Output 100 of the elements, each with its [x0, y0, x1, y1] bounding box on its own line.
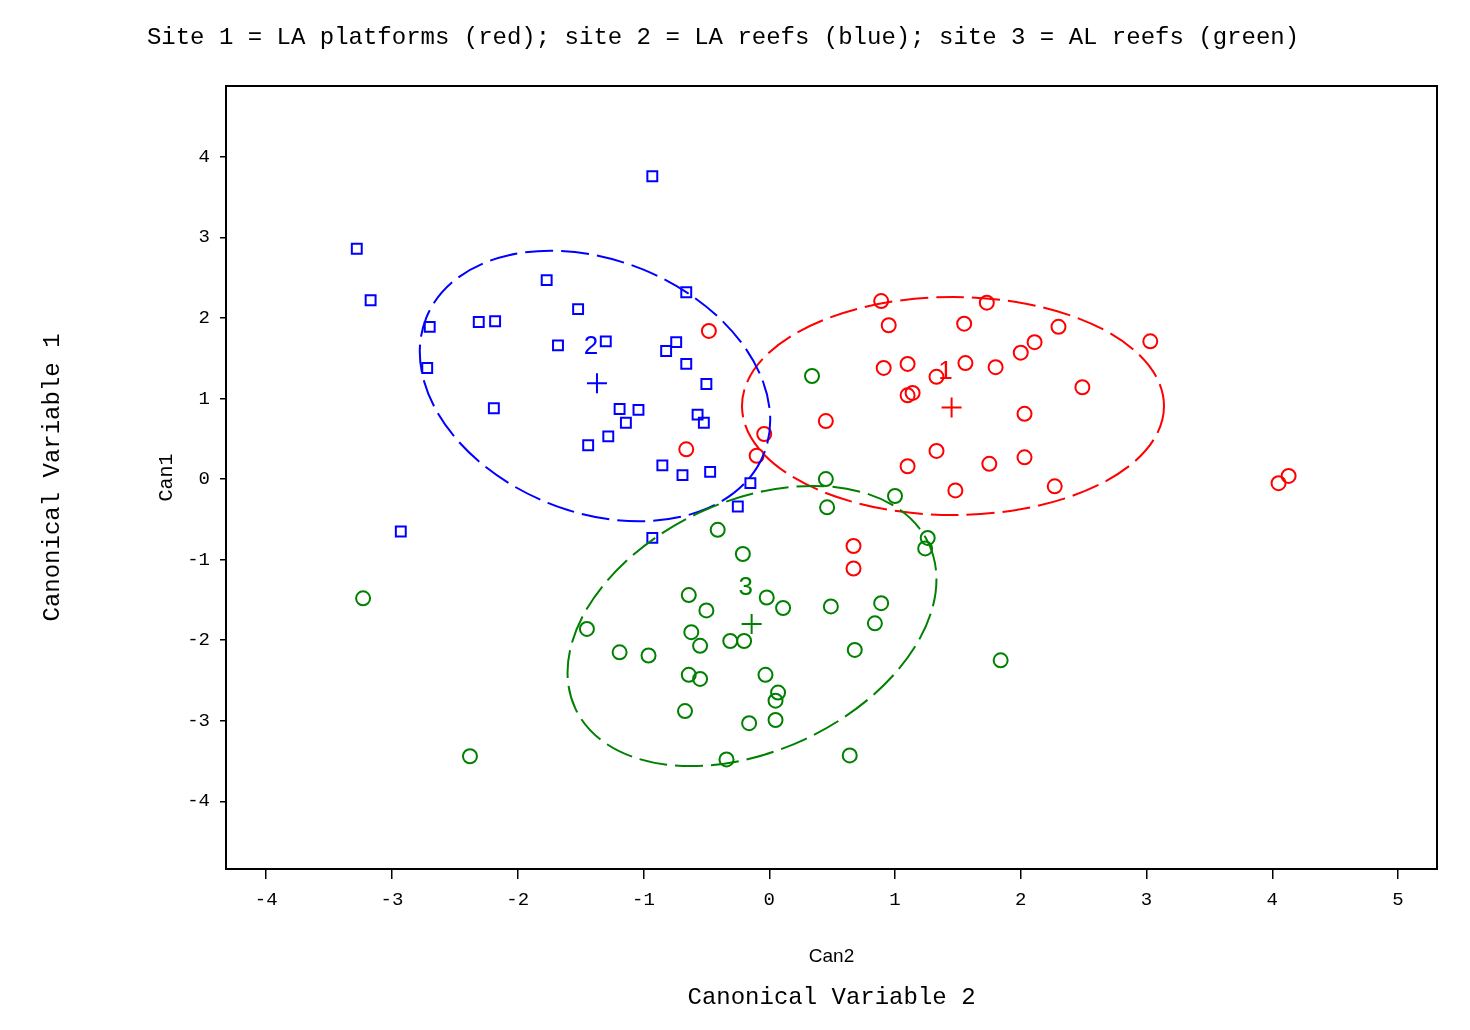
- x-tick-label: 0: [763, 889, 775, 912]
- point: [1016, 405, 1033, 422]
- point: [578, 620, 595, 637]
- x-tick-label: -3: [380, 889, 404, 912]
- point: [472, 316, 485, 328]
- point: [957, 355, 974, 372]
- point: [599, 335, 612, 348]
- series-label: 3: [738, 571, 753, 602]
- point: [1074, 379, 1091, 396]
- point: [697, 416, 710, 429]
- point: [691, 408, 704, 421]
- point: [817, 471, 834, 488]
- y-tick-label: -2: [187, 629, 210, 652]
- point: [899, 355, 916, 372]
- y-tick-label: 1: [198, 387, 210, 410]
- chart-title: Site 1 = LA platforms (red); site 2 = LA reefs (blue); site 3 = AL reefs (green): [146, 24, 1300, 52]
- point: [692, 670, 709, 687]
- point: [1280, 467, 1297, 484]
- series-label: 2: [583, 330, 599, 361]
- point: [602, 430, 615, 443]
- text: Canonical Variable 1: [39, 333, 67, 622]
- point: [704, 465, 717, 478]
- point: [919, 529, 936, 546]
- point: [819, 499, 836, 516]
- point: [756, 426, 773, 442]
- text: Canonical Variable 2: [687, 984, 976, 1012]
- series-label: 1: [938, 354, 953, 385]
- point: [692, 637, 709, 654]
- point: [646, 531, 659, 544]
- x-tick-label: 3: [1140, 889, 1153, 912]
- point: [656, 459, 669, 472]
- point: [845, 537, 862, 554]
- point: [866, 615, 883, 632]
- x-tick-label: 2: [1015, 889, 1027, 912]
- point: [698, 602, 715, 619]
- point: [683, 624, 700, 641]
- point: [1016, 449, 1033, 466]
- point: [709, 521, 726, 538]
- y-tick-label: -3: [187, 709, 210, 732]
- y-tick-label: 2: [198, 307, 210, 330]
- point: [740, 613, 763, 636]
- point: [887, 488, 904, 505]
- point: [758, 589, 775, 606]
- y-tick-label: -1: [187, 548, 210, 571]
- point: [611, 644, 628, 661]
- point: [552, 339, 564, 352]
- point: [585, 372, 608, 395]
- point: [917, 540, 934, 557]
- point: [1026, 334, 1043, 351]
- y-tick-label: -4: [187, 790, 210, 813]
- point: [1270, 475, 1287, 492]
- point: [741, 715, 758, 732]
- point: [355, 590, 372, 607]
- point: [846, 641, 863, 658]
- point: [718, 751, 735, 768]
- point: [646, 170, 659, 183]
- point: [899, 458, 916, 475]
- point: [873, 293, 890, 310]
- point: [1046, 478, 1063, 495]
- point: [677, 703, 693, 720]
- point: [1050, 318, 1067, 335]
- point: [736, 633, 753, 650]
- x-axis-title: Can2: [808, 945, 855, 967]
- point: [670, 336, 683, 349]
- point: [978, 294, 995, 311]
- point: [992, 652, 1009, 669]
- point: [582, 439, 595, 452]
- point: [461, 748, 478, 765]
- point: [680, 587, 697, 604]
- x-tick-label: -1: [632, 889, 655, 912]
- x-tick-label: -4: [254, 889, 278, 912]
- point: [1142, 333, 1159, 350]
- point: [421, 362, 434, 374]
- point: [676, 469, 689, 482]
- point: [775, 600, 792, 616]
- point: [613, 403, 626, 415]
- x-tick-label: 5: [1392, 889, 1404, 912]
- point: [880, 317, 897, 334]
- y-tick-label: 3: [198, 226, 210, 249]
- point: [394, 525, 407, 538]
- y-axis-title: Can1: [155, 453, 179, 502]
- x-tick-label: 1: [889, 889, 901, 912]
- point: [680, 666, 697, 683]
- x-tick-label: 4: [1266, 889, 1278, 912]
- point: [722, 633, 739, 650]
- point: [981, 455, 998, 472]
- point: [572, 303, 585, 316]
- point: [748, 447, 765, 464]
- point: [678, 441, 695, 458]
- point: [767, 692, 784, 709]
- point: [700, 378, 713, 391]
- point: [940, 396, 963, 419]
- point: [640, 647, 657, 664]
- point: [1012, 344, 1029, 361]
- point: [757, 666, 774, 683]
- point: [845, 560, 862, 577]
- point: [928, 442, 945, 459]
- point: [632, 403, 645, 416]
- point: [804, 368, 821, 384]
- point: [956, 315, 973, 332]
